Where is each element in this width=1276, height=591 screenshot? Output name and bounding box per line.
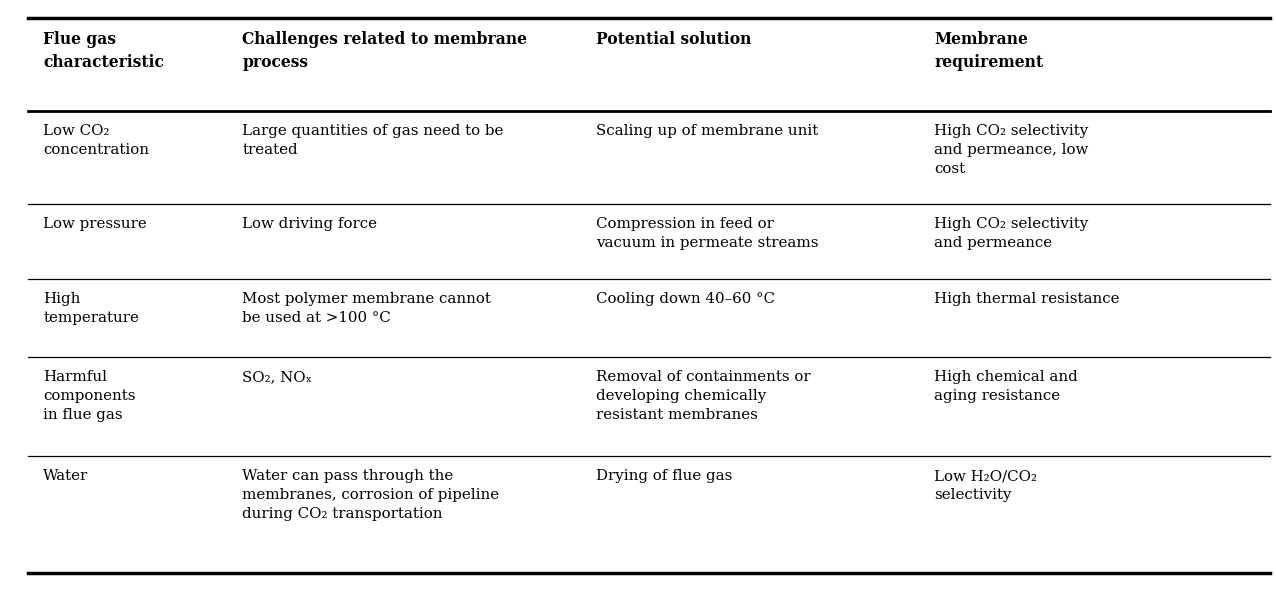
Text: Water can pass through the
membranes, corrosion of pipeline
during CO₂ transport: Water can pass through the membranes, co… — [242, 469, 500, 521]
Text: Flue gas
characteristic: Flue gas characteristic — [43, 31, 165, 70]
Text: Low pressure: Low pressure — [43, 217, 147, 231]
Text: High chemical and
aging resistance: High chemical and aging resistance — [934, 370, 1078, 403]
Text: Water: Water — [43, 469, 88, 483]
Text: Compression in feed or
vacuum in permeate streams: Compression in feed or vacuum in permeat… — [596, 217, 818, 250]
Text: Membrane
requirement: Membrane requirement — [934, 31, 1044, 70]
Text: Drying of flue gas: Drying of flue gas — [596, 469, 732, 483]
Text: High CO₂ selectivity
and permeance, low
cost: High CO₂ selectivity and permeance, low … — [934, 124, 1088, 176]
Text: Low driving force: Low driving force — [242, 217, 378, 231]
Text: Potential solution: Potential solution — [596, 31, 752, 48]
Text: High
temperature: High temperature — [43, 292, 139, 325]
Text: High CO₂ selectivity
and permeance: High CO₂ selectivity and permeance — [934, 217, 1088, 250]
Text: Removal of containments or
developing chemically
resistant membranes: Removal of containments or developing ch… — [596, 370, 810, 422]
Text: Large quantities of gas need to be
treated: Large quantities of gas need to be treat… — [242, 124, 504, 157]
Text: High thermal resistance: High thermal resistance — [934, 292, 1119, 306]
Text: Most polymer membrane cannot
be used at >100 °C: Most polymer membrane cannot be used at … — [242, 292, 491, 325]
Text: Challenges related to membrane
process: Challenges related to membrane process — [242, 31, 527, 70]
Text: Low CO₂
concentration: Low CO₂ concentration — [43, 124, 149, 157]
Text: Low H₂O/CO₂
selectivity: Low H₂O/CO₂ selectivity — [934, 469, 1037, 502]
Text: Harmful
components
in flue gas: Harmful components in flue gas — [43, 370, 135, 422]
Text: Scaling up of membrane unit: Scaling up of membrane unit — [596, 124, 818, 138]
Text: Cooling down 40–60 °C: Cooling down 40–60 °C — [596, 292, 775, 306]
Text: SO₂, NOₓ: SO₂, NOₓ — [242, 370, 313, 384]
